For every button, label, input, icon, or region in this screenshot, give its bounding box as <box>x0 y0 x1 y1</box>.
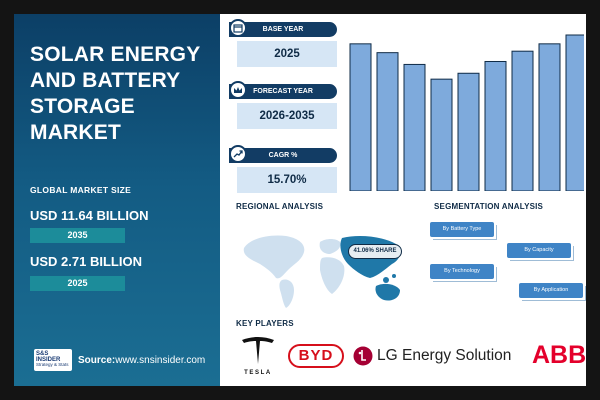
market-value-2035: USD 11.64 BILLION <box>30 208 149 223</box>
chart-bar <box>511 50 534 191</box>
tesla-wordmark: TESLA <box>244 370 272 376</box>
islands-region <box>392 274 396 278</box>
base-year-card: BASE YEAR 2025 <box>229 19 337 68</box>
market-year-2035: 2035 <box>30 228 125 243</box>
card-label: BASE YEAR <box>229 22 337 37</box>
abb-wordmark: ABB <box>532 341 586 369</box>
card-label: CAGR % <box>229 148 337 163</box>
abb-logo: ABB <box>532 340 586 370</box>
segment-capacity: By Capacity <box>507 243 574 261</box>
world-map <box>243 235 401 308</box>
tesla-logo: TESLA <box>240 336 276 378</box>
card-value: 2026-2035 <box>237 103 337 129</box>
south-america-region <box>279 279 294 308</box>
forecast-year-card: FORECAST YEAR 2026-2035 <box>229 81 337 130</box>
segment-application: By Application <box>519 283 586 301</box>
source-text: Source:www.snsinsider.com <box>78 355 205 366</box>
left-panel: SOLAR ENERGY AND BATTERY STORAGE MARKET … <box>14 14 220 386</box>
logo-top-text: S&S INSIDER <box>36 351 61 363</box>
chart-bar <box>565 34 584 191</box>
source-label: Source: <box>78 354 116 366</box>
title-line: SOLAR ENERGY <box>30 43 201 66</box>
sns-insider-logo: S&S INSIDER Strategy & Stats <box>34 349 72 371</box>
card-value: 2025 <box>237 41 337 67</box>
tesla-t-icon <box>242 337 274 364</box>
chart-bar <box>376 52 399 191</box>
infographic: SOLAR ENERGY AND BATTERY STORAGE MARKET … <box>14 14 586 386</box>
region-share-badge: 41.06% SHARE <box>348 244 402 259</box>
logo-bottom-text: Strategy & Stats <box>36 362 69 367</box>
page-title: SOLAR ENERGY AND BATTERY STORAGE MARKET <box>30 42 215 146</box>
chart-bar <box>484 60 507 191</box>
title-line: AND BATTERY <box>30 69 181 92</box>
lg-wordmark: LG Energy Solution <box>377 347 512 364</box>
market-year-2025: 2025 <box>30 276 125 291</box>
segment-technology: By Technology <box>430 264 497 282</box>
chart-bar <box>349 43 372 191</box>
title-line: MARKET <box>30 121 122 144</box>
source-line: S&S INSIDER Strategy & Stats Source:www.… <box>34 349 205 371</box>
lg-logo: LG Energy Solution <box>353 345 533 367</box>
chart-bar <box>457 72 480 191</box>
card-value: 15.70% <box>237 167 337 193</box>
global-market-size-label: GLOBAL MARKET SIZE <box>30 185 132 195</box>
australia-region <box>375 283 400 301</box>
growth-bar-chart <box>349 34 584 191</box>
calendar-icon <box>229 19 247 37</box>
market-value-2025: USD 2.71 BILLION <box>30 254 142 269</box>
key-players-title: KEY PLAYERS <box>236 319 294 328</box>
byd-wordmark: BYD <box>298 347 334 364</box>
source-url[interactable]: www.snsinsider.com <box>115 354 206 366</box>
chart-bar <box>430 78 453 191</box>
regional-title: REGIONAL ANALYSIS <box>236 202 324 211</box>
byd-logo: BYD <box>288 344 344 368</box>
cagr-card: CAGR % 15.70% <box>229 145 337 194</box>
lg-face-icon <box>353 346 373 366</box>
islands-region <box>383 277 389 283</box>
segmentation-title: SEGMENTATION ANALYSIS <box>434 202 544 211</box>
chart-bar <box>538 43 561 191</box>
segment-battery-type: By Battery Type <box>430 222 497 240</box>
card-label: FORECAST YEAR <box>229 84 337 99</box>
chart-bar <box>403 63 426 191</box>
title-line: STORAGE <box>30 95 135 118</box>
growth-icon <box>229 145 247 163</box>
europe-region <box>319 239 341 254</box>
north-america-region <box>243 235 305 279</box>
africa-region <box>320 257 345 294</box>
crown-icon <box>229 81 247 99</box>
